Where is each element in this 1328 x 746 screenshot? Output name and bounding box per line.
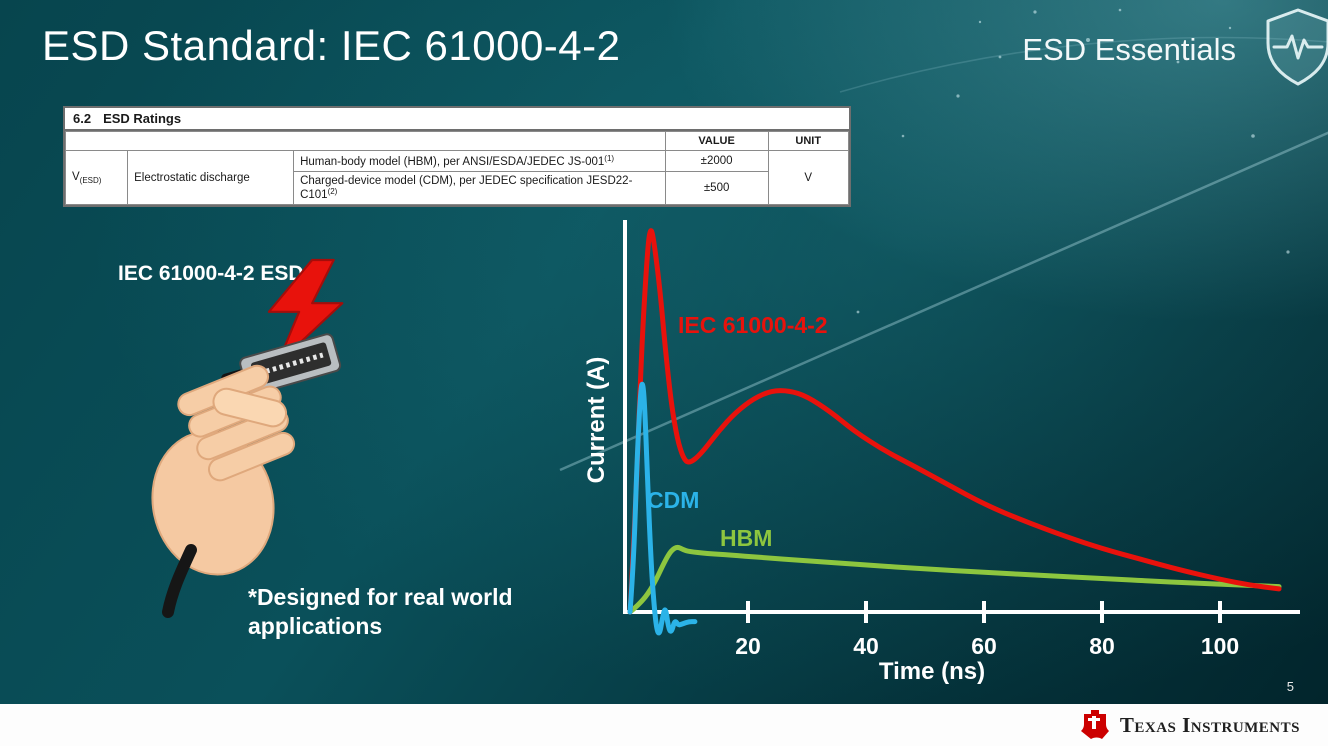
footnote-ref-1: (1) <box>604 154 615 163</box>
esd-shield-icon <box>1266 8 1328 86</box>
value-cell-cdm: ±500 <box>664 171 769 205</box>
table-row: V(ESD) Electrostatic discharge Human-bod… <box>64 150 850 205</box>
value-column-header: VALUE <box>664 131 769 151</box>
table-caption: 6.2 ESD Ratings <box>65 108 849 131</box>
esd-waveform-chart: 20 40 60 80 100 <box>623 220 1300 659</box>
param-name-cell: Electrostatic discharge <box>127 150 295 205</box>
series-curve-hbm <box>627 544 1282 615</box>
footer-bar: Texas Instruments <box>0 704 1328 746</box>
illustration-label: IEC 61000-4-2 ESD <box>118 262 304 285</box>
table-section-title: ESD Ratings <box>103 111 182 126</box>
unit-cell: V <box>767 150 850 205</box>
x-tick-label: 100 <box>1201 633 1239 659</box>
series-curve-iec-61000-4-2 <box>627 228 1282 615</box>
hand <box>151 364 296 576</box>
ti-logo-icon <box>1080 710 1109 739</box>
condition-text-hbm: Human-body model (HBM), per ANSI/ESDA/JE… <box>300 156 605 168</box>
cable-lower <box>162 544 197 618</box>
table-row: Charged-device model (CDM), per JEDEC sp… <box>66 171 849 205</box>
footer-brand-text: Texas Instruments <box>1119 712 1300 737</box>
thumb <box>212 387 288 428</box>
footnote-ref-2: (2) <box>327 187 338 196</box>
x-axis-label: Time (ns) <box>878 658 986 685</box>
series-label-hbm: HBM <box>720 525 773 551</box>
series-label-cdm: CDM <box>647 487 700 513</box>
empty-header-cell <box>65 131 666 151</box>
x-tick-label: 40 <box>853 633 879 659</box>
param-subscript: (ESD) <box>79 175 102 185</box>
value-cell-hbm: ±2000 <box>664 150 769 172</box>
param-symbol: V <box>72 170 80 183</box>
param-symbol-cell: V(ESD) <box>64 150 129 205</box>
ratings-table-grid: VALUE UNIT V(ESD) Electrostatic discharg… <box>64 131 850 205</box>
x-tick-label: 80 <box>1089 633 1115 659</box>
slide-title: ESD Standard: IEC 61000-4-2 <box>42 22 621 69</box>
condition-cell-hbm: Human-body model (HBM), per ANSI/ESDA/JE… <box>293 150 666 172</box>
table-section-number: 6.2 <box>73 111 92 126</box>
esd-ratings-table: 6.2 ESD Ratings VALUE UNIT V(ESD) Electr… <box>63 106 851 207</box>
y-axis-label: Current (A) <box>583 356 610 484</box>
page-number: 5 <box>1286 679 1294 694</box>
designed-for-real-world-note: *Designed for real world applications <box>248 584 513 639</box>
unit-column-header: UNIT <box>767 131 850 151</box>
x-tick-label: 20 <box>735 633 761 659</box>
condition-text-cdm: Charged-device model (CDM), per JEDEC sp… <box>300 175 633 201</box>
series-brand-title: ESD Essentials <box>1022 32 1236 67</box>
x-tick-label: 60 <box>971 633 997 659</box>
heartbeat-pulse-icon <box>1272 34 1324 60</box>
hand-holding-hdmi-illustration <box>151 258 344 618</box>
series-label-iec: IEC 61000-4-2 <box>678 312 828 338</box>
condition-cell-cdm: Charged-device model (CDM), per JEDEC sp… <box>293 171 666 205</box>
lightning-bolt-icon <box>267 258 344 365</box>
table-header-row: VALUE UNIT <box>65 131 850 151</box>
series-curve-cdm <box>627 381 698 636</box>
